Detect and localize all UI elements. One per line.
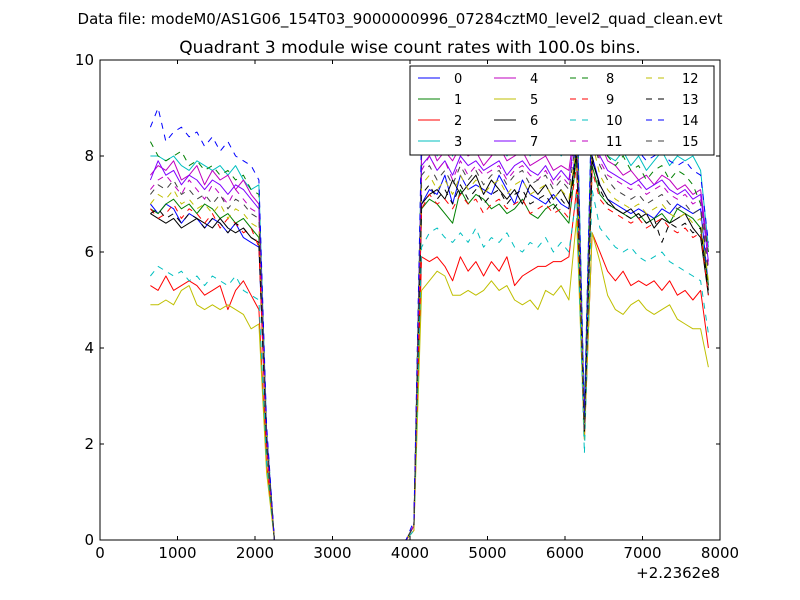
x-tick-label: 7000: [623, 544, 661, 562]
series-line-0: [150, 141, 709, 540]
legend-label-0: 0: [454, 72, 462, 87]
legend-label-8: 8: [606, 72, 614, 87]
legend-label-1: 1: [454, 93, 462, 108]
x-tick-label: 8000: [701, 544, 739, 562]
figure-suptitle: Data file: modeM0/AS1G06_154T03_90000009…: [78, 10, 723, 29]
y-tick-label: 0: [84, 531, 94, 549]
chart-title: Quadrant 3 module wise count rates with …: [179, 38, 640, 58]
series-line-4: [150, 107, 709, 540]
x-tick-label: 0: [95, 544, 105, 562]
y-tick-label: 8: [84, 147, 94, 165]
legend-label-2: 2: [454, 114, 462, 129]
series-line-2: [150, 189, 709, 540]
legend-label-4: 4: [530, 72, 538, 87]
legend-label-14: 14: [682, 114, 699, 129]
series-line-11: [150, 126, 709, 540]
x-tick-label: 2000: [236, 544, 274, 562]
y-tick-label: 6: [84, 243, 94, 261]
x-tick-label: 1000: [158, 544, 196, 562]
y-tick-label: 2: [84, 435, 94, 453]
series-line-9: [150, 165, 709, 540]
series-line-15: [150, 131, 709, 540]
legend-label-13: 13: [682, 93, 699, 108]
legend-label-10: 10: [606, 114, 623, 129]
series-line-5: [150, 217, 709, 540]
legend-label-9: 9: [606, 93, 614, 108]
series-line-1: [150, 155, 709, 540]
legend-label-5: 5: [530, 93, 538, 108]
legend-label-12: 12: [682, 72, 699, 87]
legend-label-15: 15: [682, 135, 699, 150]
y-tick-label: 4: [84, 339, 94, 357]
legend-label-3: 3: [454, 135, 462, 150]
x-tick-label: 3000: [313, 544, 351, 562]
legend-label-7: 7: [530, 135, 538, 150]
legend-label-11: 11: [606, 135, 623, 150]
x-offset-label: +2.2362e8: [636, 564, 720, 582]
legend-frame: [409, 65, 715, 156]
legend-label-6: 6: [530, 114, 538, 129]
x-tick-label: 6000: [546, 544, 584, 562]
x-tick-label: 5000: [468, 544, 506, 562]
series-line-7: [149, 117, 709, 540]
y-tick-label: 10: [75, 51, 94, 69]
x-tick-label: 4000: [391, 544, 429, 562]
series-line-12: [150, 141, 709, 540]
series-line-8: [149, 93, 709, 540]
series-line-13: [150, 155, 709, 540]
series-line-10: [150, 189, 709, 540]
